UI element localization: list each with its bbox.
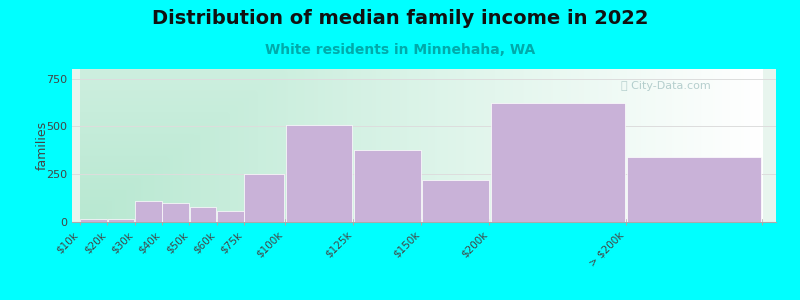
Bar bbox=[108, 219, 134, 222]
Bar bbox=[491, 103, 625, 222]
Y-axis label: families: families bbox=[35, 121, 48, 170]
Bar bbox=[244, 174, 285, 222]
Bar bbox=[81, 219, 107, 222]
Bar bbox=[162, 203, 189, 222]
Text: ⓘ City-Data.com: ⓘ City-Data.com bbox=[621, 81, 711, 91]
Bar bbox=[422, 180, 489, 222]
Bar bbox=[286, 125, 352, 222]
Bar bbox=[354, 150, 421, 222]
Bar bbox=[135, 201, 162, 222]
Bar bbox=[217, 211, 244, 222]
Bar bbox=[190, 207, 216, 222]
Bar bbox=[627, 157, 761, 222]
Text: White residents in Minnehaha, WA: White residents in Minnehaha, WA bbox=[265, 44, 535, 58]
Text: Distribution of median family income in 2022: Distribution of median family income in … bbox=[152, 9, 648, 28]
